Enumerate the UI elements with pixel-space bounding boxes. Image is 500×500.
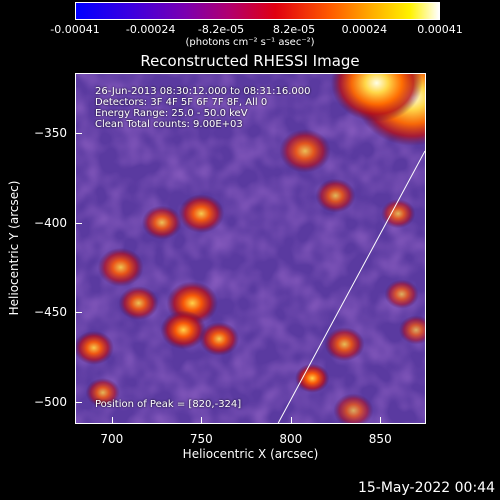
solar-limb-line [277,150,425,423]
y-tick-mark [76,222,82,224]
heatmap-hotspot [199,321,240,356]
x-tick-label: 750 [189,432,213,446]
y-tick-mark [76,133,82,135]
x-axis-label: Heliocentric X (arcsec) [182,447,319,461]
heatmap-hotspot [315,178,356,213]
heatmap-hotspot [324,327,365,362]
colorbar-tick-label: 8.2e-05 [272,23,316,36]
x-tick-mark [111,417,113,423]
x-tick-label: 800 [279,432,303,446]
y-tick-label: −500 [34,394,67,409]
y-tick-mark [76,312,82,314]
heatmap-image [76,74,425,423]
y-tick-mark [76,401,82,403]
heatmap-noise-texture [76,74,425,423]
y-tick-label: −400 [34,215,67,230]
colorbar-tick-label: -0.00041 [50,23,100,36]
heatmap-hotspot [279,129,331,173]
x-tick-label: 850 [368,432,392,446]
heatmap-hotspot [380,198,416,229]
heatmap-hotspot [384,279,419,309]
x-tick-mark [380,417,382,423]
annotation-clean-counts: Clean Total counts: 9.00E+03 [95,119,243,130]
colorbar-tick-label: 0.00024 [341,23,388,36]
heatmap-hotspot [141,205,182,240]
annotation-time-range: 26-Jun-2013 08:30:12.000 to 08:31:16.000 [95,86,311,97]
colorbar-unit-label: (photons cm⁻² s⁻¹ asec⁻²) [185,37,315,48]
annotation-detectors: Detectors: 3F 4F 5F 6F 7F 8F, All 0 [95,97,268,108]
y-axis-label: Heliocentric Y (arcsec) [7,180,21,316]
heatmap-hotspot [330,74,423,122]
colorbar [75,2,440,20]
heatmap-hotspot [85,377,121,408]
x-tick-mark [290,417,292,423]
heatmap-hotspot [97,247,144,287]
annotation-energy-range: Energy Range: 25.0 - 50.0 keV [95,108,248,119]
heatmap-hotspot [178,194,225,234]
colorbar-tick-label: 0.00041 [417,23,463,36]
heatmap-hotspots [76,74,425,423]
chart-title: Reconstructed RHESSI Image [140,52,360,70]
y-tick-label: −350 [34,126,67,141]
y-tick-label: −450 [34,305,67,320]
heatmap-hotspot [76,330,114,365]
plot-area: 26-Jun-2013 08:30:12.000 to 08:31:16.000… [75,73,426,424]
footer-timestamp: 15-May-2022 00:44 [357,480,495,496]
x-tick-mark [201,417,203,423]
colorbar-tick-label: -8.2e-05 [197,23,245,36]
peak-position-label: Position of Peak = [820,-324] [95,399,242,410]
heatmap-hotspot [160,310,207,350]
x-tick-label: 700 [100,432,124,446]
colorbar-tick-label: -0.00024 [125,23,176,36]
heatmap-hotspot [295,363,330,393]
heatmap-hotspot [398,315,425,345]
heatmap-hotspot [118,286,159,321]
heatmap-hotspot [333,393,374,423]
